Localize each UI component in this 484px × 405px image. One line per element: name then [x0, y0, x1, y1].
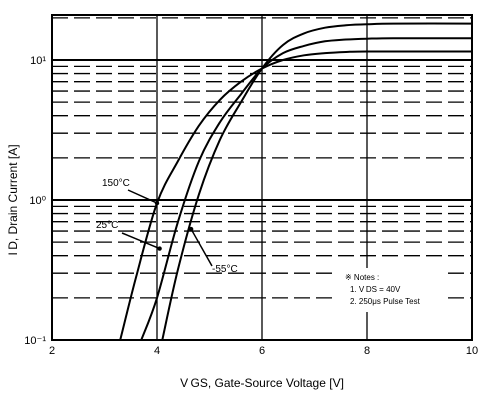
x-tick-label: 8	[364, 345, 370, 357]
x-tick-label: 10	[466, 345, 478, 357]
notes-line-2: 2. 250μs Pulse Test	[350, 297, 421, 306]
grid	[52, 15, 472, 340]
annotation-label: 150°C	[102, 178, 130, 189]
y-tick-label: 10⁰	[29, 195, 46, 207]
x-tick-label: 6	[259, 345, 265, 357]
plot-frame	[51, 14, 473, 341]
annotation-arrowhead	[154, 200, 160, 206]
series-line	[161, 22, 473, 341]
y-axis-label: I D, Drain Current [A]	[6, 144, 20, 255]
annotation-label: -55°C	[212, 264, 238, 275]
curve-annotations: 150°C 25°C -55°C	[96, 178, 238, 275]
x-tick-label: 2	[49, 345, 55, 357]
annotation-leader	[121, 232, 160, 250]
notes-box: ※ Notes : 1. V DS = 40V 2. 250μs Pulse T…	[336, 268, 448, 312]
y-tick-label: 10⁻¹	[24, 335, 46, 347]
x-tick-label: 4	[154, 345, 160, 357]
notes-title: ※ Notes :	[345, 273, 379, 282]
annotation-leader	[127, 189, 158, 204]
notes-line-1: 1. V DS = 40V	[350, 285, 401, 294]
annotation-arrowhead	[157, 246, 162, 251]
tick-labels: 2 4 6 8 10 10⁻¹ 10⁰ 10¹	[24, 55, 478, 357]
annotation-arrowhead	[188, 226, 194, 232]
annotation-leader	[190, 228, 213, 267]
series-line	[140, 37, 473, 341]
notes-background	[336, 268, 448, 312]
annotation-label: 25°C	[96, 220, 118, 231]
y-tick-label: 10¹	[30, 55, 46, 67]
x-axis-label: V GS, Gate-Source Voltage [V]	[180, 376, 344, 390]
